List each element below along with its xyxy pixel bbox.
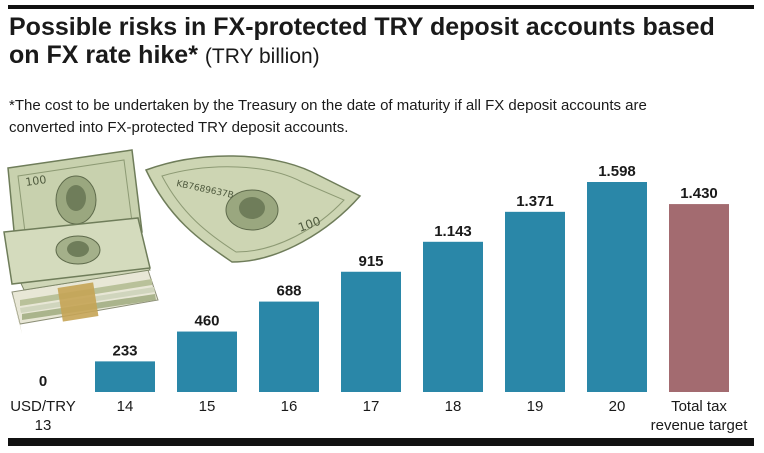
bar	[423, 241, 483, 392]
value-label: 1.371	[516, 193, 554, 210]
bar	[177, 331, 237, 392]
banknote-mid-icon	[3, 217, 151, 285]
bar	[341, 271, 401, 392]
top-rule	[8, 5, 754, 9]
category-label: 15	[199, 398, 216, 415]
category-label: 20	[609, 398, 626, 415]
category-label: USD/TRY	[10, 398, 76, 415]
bar	[95, 361, 155, 392]
value-label: 1.598	[598, 163, 636, 180]
value-label: 233	[112, 342, 137, 359]
banknote-right-icon: KB7689637B 100	[144, 155, 362, 263]
category-label: revenue target	[651, 417, 749, 434]
category-label: 16	[281, 398, 298, 415]
bar	[259, 301, 319, 392]
value-label: 688	[276, 283, 301, 300]
bottom-rule	[8, 438, 754, 446]
title-main: Possible risks in FX-protected TRY depos…	[9, 13, 715, 69]
title-unit: (TRY billion)	[204, 45, 320, 68]
category-label: 14	[117, 398, 134, 415]
value-label: 460	[194, 313, 219, 330]
svg-text:100: 100	[25, 173, 48, 189]
value-label: 0	[39, 373, 47, 390]
bar	[669, 204, 729, 392]
bar	[505, 211, 565, 392]
value-label: 1.430	[680, 185, 718, 202]
category-label: 17	[363, 398, 380, 415]
category-label: Total tax	[671, 398, 727, 415]
category-label: 13	[35, 417, 52, 434]
footnote: *The cost to be undertaken by the Treasu…	[9, 97, 647, 136]
value-label: 915	[358, 253, 383, 270]
category-label: 18	[445, 398, 462, 415]
chart-title: Possible risks in FX-protected TRY depos…	[9, 13, 749, 71]
bar	[587, 182, 647, 392]
value-label: 1.143	[434, 223, 472, 240]
category-label: 19	[527, 398, 544, 415]
